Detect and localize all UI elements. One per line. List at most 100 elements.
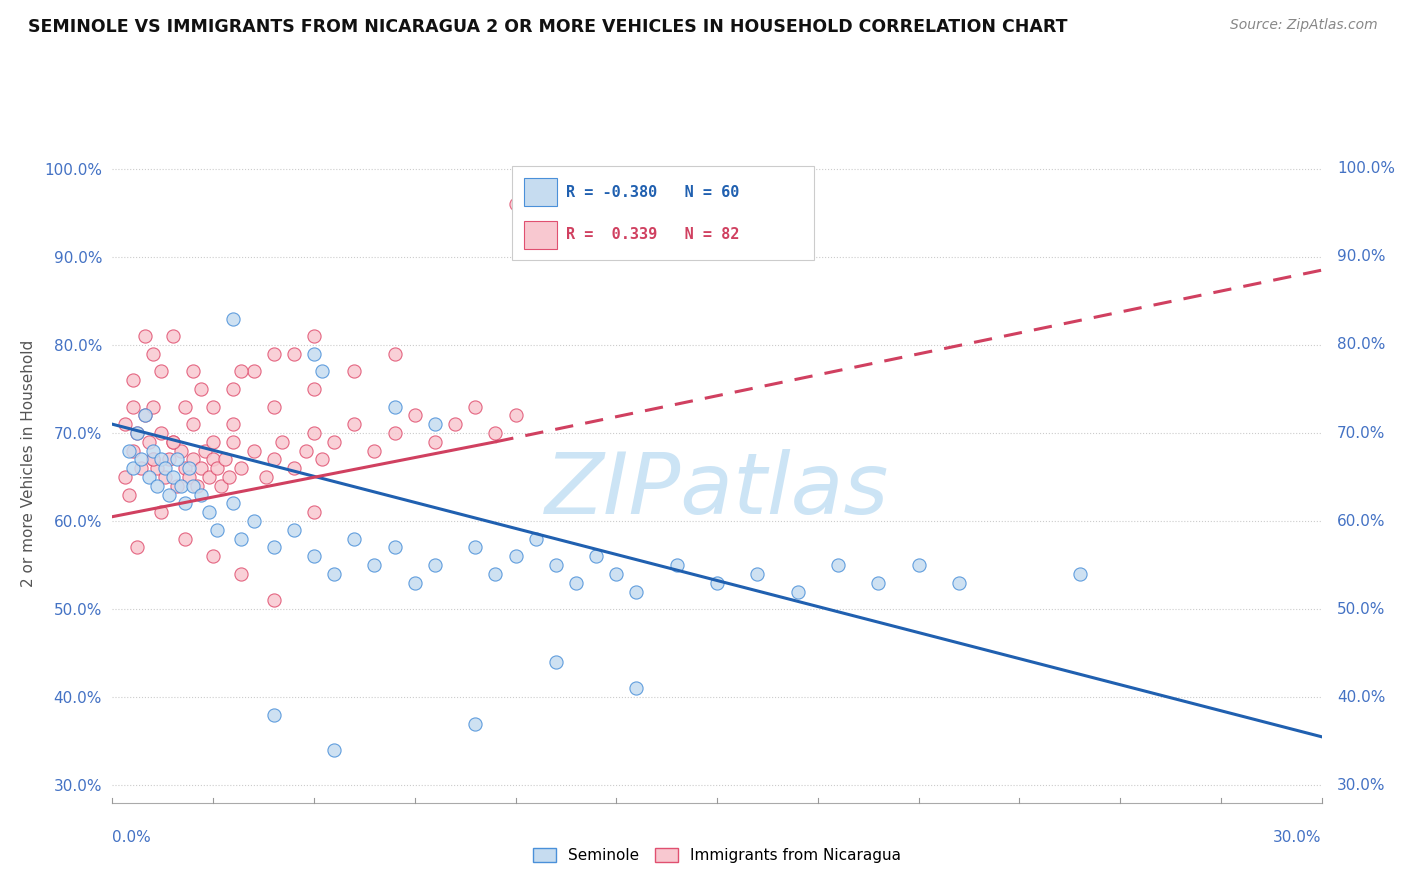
Point — [464, 400, 486, 414]
Point — [231, 532, 253, 546]
Text: 40.0%: 40.0% — [1337, 690, 1385, 705]
Point — [343, 417, 366, 432]
Point — [948, 575, 970, 590]
Point — [263, 593, 285, 607]
Point — [384, 347, 406, 361]
Text: SEMINOLE VS IMMIGRANTS FROM NICARAGUA 2 OR MORE VEHICLES IN HOUSEHOLD CORRELATIO: SEMINOLE VS IMMIGRANTS FROM NICARAGUA 2 … — [28, 18, 1067, 36]
Point — [231, 566, 253, 581]
Point — [323, 743, 346, 757]
Point — [907, 558, 929, 573]
Point — [162, 434, 184, 449]
Point — [665, 558, 688, 573]
Point — [177, 470, 200, 484]
Text: 100.0%: 100.0% — [1337, 161, 1395, 177]
Point — [222, 311, 245, 326]
Point — [626, 681, 648, 696]
Point — [444, 417, 467, 432]
Y-axis label: 2 or more Vehicles in Household: 2 or more Vehicles in Household — [21, 340, 35, 588]
Point — [231, 364, 253, 378]
Point — [544, 558, 567, 573]
Point — [114, 417, 136, 432]
Text: 30.0%: 30.0% — [1274, 830, 1322, 845]
Point — [263, 400, 285, 414]
Point — [129, 461, 152, 475]
Point — [190, 382, 212, 396]
Point — [121, 461, 143, 475]
Point — [605, 566, 627, 581]
Point — [134, 409, 156, 423]
Point — [142, 452, 165, 467]
Point — [153, 470, 176, 484]
Text: R =  0.339   N = 82: R = 0.339 N = 82 — [565, 227, 740, 243]
Point — [263, 707, 285, 722]
Point — [404, 409, 426, 423]
Point — [283, 461, 305, 475]
Point — [190, 488, 212, 502]
Point — [343, 364, 366, 378]
Point — [142, 443, 165, 458]
Point — [295, 443, 318, 458]
Point — [222, 496, 245, 510]
Point — [157, 488, 180, 502]
Point — [263, 452, 285, 467]
Point — [827, 558, 849, 573]
Point — [1069, 566, 1091, 581]
Text: 50.0%: 50.0% — [1337, 601, 1385, 616]
Text: 30.0%: 30.0% — [1337, 778, 1385, 793]
Point — [302, 347, 325, 361]
Point — [202, 452, 225, 467]
Point — [125, 425, 148, 440]
Point — [311, 452, 333, 467]
Point — [166, 479, 188, 493]
Point — [302, 505, 325, 519]
Point — [626, 584, 648, 599]
Point — [311, 364, 333, 378]
Bar — [523, 220, 557, 249]
Text: 70.0%: 70.0% — [1337, 425, 1385, 441]
Point — [218, 470, 240, 484]
Point — [544, 655, 567, 669]
Point — [181, 417, 204, 432]
Point — [202, 434, 225, 449]
Point — [363, 443, 385, 458]
Point — [464, 541, 486, 555]
Point — [190, 461, 212, 475]
Point — [170, 443, 193, 458]
Point — [117, 488, 139, 502]
Point — [464, 716, 486, 731]
Point — [263, 347, 285, 361]
Point — [114, 470, 136, 484]
Point — [302, 549, 325, 564]
Text: 60.0%: 60.0% — [1337, 514, 1385, 529]
Point — [125, 541, 148, 555]
Point — [270, 434, 292, 449]
Point — [565, 575, 588, 590]
Point — [242, 514, 264, 528]
Point — [166, 452, 188, 467]
Point — [868, 575, 890, 590]
Point — [207, 523, 229, 537]
Legend: Seminole, Immigrants from Nicaragua: Seminole, Immigrants from Nicaragua — [533, 848, 901, 863]
Text: ZIPatlas: ZIPatlas — [546, 450, 889, 533]
Point — [505, 549, 527, 564]
Point — [706, 575, 728, 590]
Point — [177, 461, 200, 475]
Point — [302, 425, 325, 440]
Point — [181, 452, 204, 467]
Point — [149, 452, 172, 467]
Point — [231, 461, 253, 475]
Point — [138, 470, 160, 484]
Point — [242, 364, 264, 378]
Point — [423, 558, 446, 573]
Point — [198, 505, 221, 519]
Point — [222, 417, 245, 432]
Point — [174, 496, 197, 510]
Point — [323, 434, 346, 449]
Point — [222, 434, 245, 449]
Text: Source: ZipAtlas.com: Source: ZipAtlas.com — [1230, 18, 1378, 32]
Bar — [523, 178, 557, 206]
Point — [157, 452, 180, 467]
Point — [174, 532, 197, 546]
Point — [222, 382, 245, 396]
Point — [149, 505, 172, 519]
